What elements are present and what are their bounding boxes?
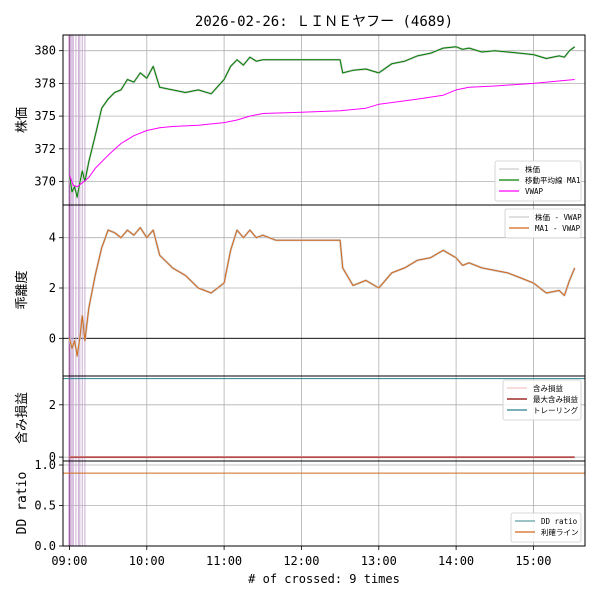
pnl-axis-label: 含み損益	[14, 392, 30, 444]
x-tick-label: 14:00	[438, 554, 474, 568]
deviation-legend: 株価 - VWAP MA1 - VWAP	[504, 208, 582, 239]
dd-ratio-y-tick-label: 1.0	[34, 458, 56, 472]
x-axis-label: # of crossed: 9 times	[248, 572, 400, 586]
dd-ratio-legend-box	[510, 512, 582, 543]
price-y-tick-label: 370	[34, 175, 56, 189]
dd-ratio-y-tick-label: 0.0	[34, 539, 56, 553]
dd-ratio-legend-label: DD ratio	[541, 517, 578, 526]
pnl-y-tick-label: 0	[49, 450, 56, 464]
price-legend-label: VWAP	[525, 187, 544, 196]
pnl-legend-label: 最大含み損益	[533, 394, 578, 404]
price-series-vwap	[68, 79, 575, 188]
deviation-panel: 0 2 4 乖離度 株価 - VWAP MA1 - VWAP	[14, 204, 586, 377]
x-tick-label: 10:00	[129, 554, 165, 568]
price-y-tick-label: 375	[34, 109, 56, 123]
deviation-legend-label: MA1 - VWAP	[535, 224, 581, 233]
deviation-y-tick-label: 4	[49, 231, 56, 245]
price-y-tick-label: 378	[34, 76, 56, 90]
dd-ratio-legend-label: 利確ライン	[541, 527, 579, 537]
x-tick-label: 13:00	[361, 554, 397, 568]
price-legend-label: 移動平均線 MA1	[525, 175, 581, 185]
price-series-ma1	[68, 46, 575, 198]
price-y-tick-label: 372	[34, 142, 56, 156]
dd-ratio-y-tick-label: 0.5	[34, 499, 56, 513]
pnl-y-tick-label: 2	[49, 398, 56, 412]
deviation-legend-label: 株価 - VWAP	[535, 212, 582, 222]
pnl-legend-label: トレーリング	[533, 405, 578, 415]
x-tick-label: 15:00	[515, 554, 551, 568]
price-legend-label: 株価	[525, 164, 540, 174]
pnl-legend-label: 含み損益	[533, 383, 563, 393]
deviation-legend-box	[504, 208, 582, 239]
x-tick-label: 09:00	[51, 554, 87, 568]
price-axis-label: 株価	[15, 107, 30, 133]
deviation-series-vwap	[68, 226, 576, 357]
deviation-y-tick-label: 2	[49, 281, 56, 295]
dd-ratio-axis-label: DD ratio	[15, 472, 30, 535]
x-axis: 09:00 10:00 11:00 12:00 13:00 14:00 15:00	[51, 546, 551, 568]
dd-ratio-panel-frame	[62, 460, 586, 547]
chart-title: 2026-02-26: ＬＩＮＥヤフー (4689)	[195, 14, 453, 30]
deviation-axis-label: 乖離度	[14, 270, 30, 309]
price-y-tick-label: 380	[34, 44, 56, 58]
deviation-y-tick-label: 0	[49, 331, 56, 345]
deviation-series-ma1-vwap	[68, 227, 576, 357]
x-tick-label: 12:00	[283, 554, 319, 568]
x-tick-label: 11:00	[206, 554, 242, 568]
